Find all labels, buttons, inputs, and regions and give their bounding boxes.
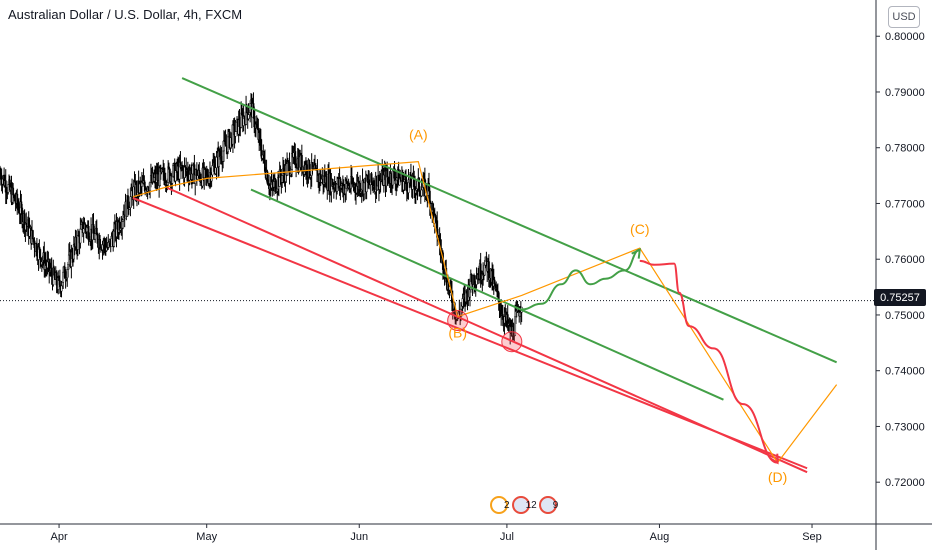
y-tick-label: 0.76000 [885,254,925,266]
last-price-tag: 0.75257 [874,289,926,306]
flag-icon[interactable] [538,496,557,514]
y-tick-label: 0.75000 [885,310,925,322]
candle-body [405,176,407,184]
y-tick-label: 0.73000 [885,421,925,433]
candle-body [420,189,423,197]
y-tick-label: 0.79000 [885,87,925,99]
x-tick-label: Aug [650,531,670,543]
red-arrow-head [769,453,779,465]
green-arrow-head [631,248,641,259]
projected-red-path [639,259,778,464]
candle-body [60,285,63,292]
y-tick-label: 0.77000 [885,198,925,210]
economic-events[interactable]: 2 12 9 [490,495,560,515]
wave-label: (B) [448,324,467,340]
flag-icon[interactable] [511,496,530,514]
green-trendline [181,77,838,364]
candle-body [31,230,34,240]
event-count: 2 [504,499,510,511]
low-marker [501,331,523,353]
wave-label: (D) [768,469,787,485]
y-tick-label: 0.72000 [885,477,925,489]
wave-label: (C) [630,221,649,237]
x-tick-label: Jul [500,531,514,543]
x-tick-label: May [196,531,217,543]
green-trendline [250,188,724,401]
symbol-title: Australian Dollar / U.S. Dollar, 4h, FXC… [8,7,243,22]
x-tick-label: Jun [350,531,368,543]
wave-path [132,161,838,464]
candle-body [215,156,218,169]
event-count: 9 [552,499,559,511]
y-tick-label: 0.80000 [885,31,925,43]
y-tick-label: 0.74000 [885,366,925,378]
candle-body [442,269,445,274]
currency-button[interactable]: USD [888,6,920,28]
candle-body [247,114,250,119]
candle-body [485,256,488,262]
event-count: 12 [525,499,537,511]
x-tick-label: Sep [802,531,822,543]
candle-body [28,227,31,237]
candle-body [493,279,496,284]
candle-body [79,228,82,244]
event-icon[interactable] [490,496,508,514]
candle-body [308,159,311,177]
low-marker [447,310,469,332]
x-tick-label: Apr [50,531,67,543]
candle-body [234,131,237,137]
candle-body [475,278,478,285]
candle-body [211,165,214,176]
y-tick-label: 0.78000 [885,143,925,155]
candle-body [76,235,79,250]
wave-label: (A) [409,126,428,142]
candle-body [39,249,42,259]
red-trendline [166,186,808,474]
projected-green-path [521,248,641,311]
